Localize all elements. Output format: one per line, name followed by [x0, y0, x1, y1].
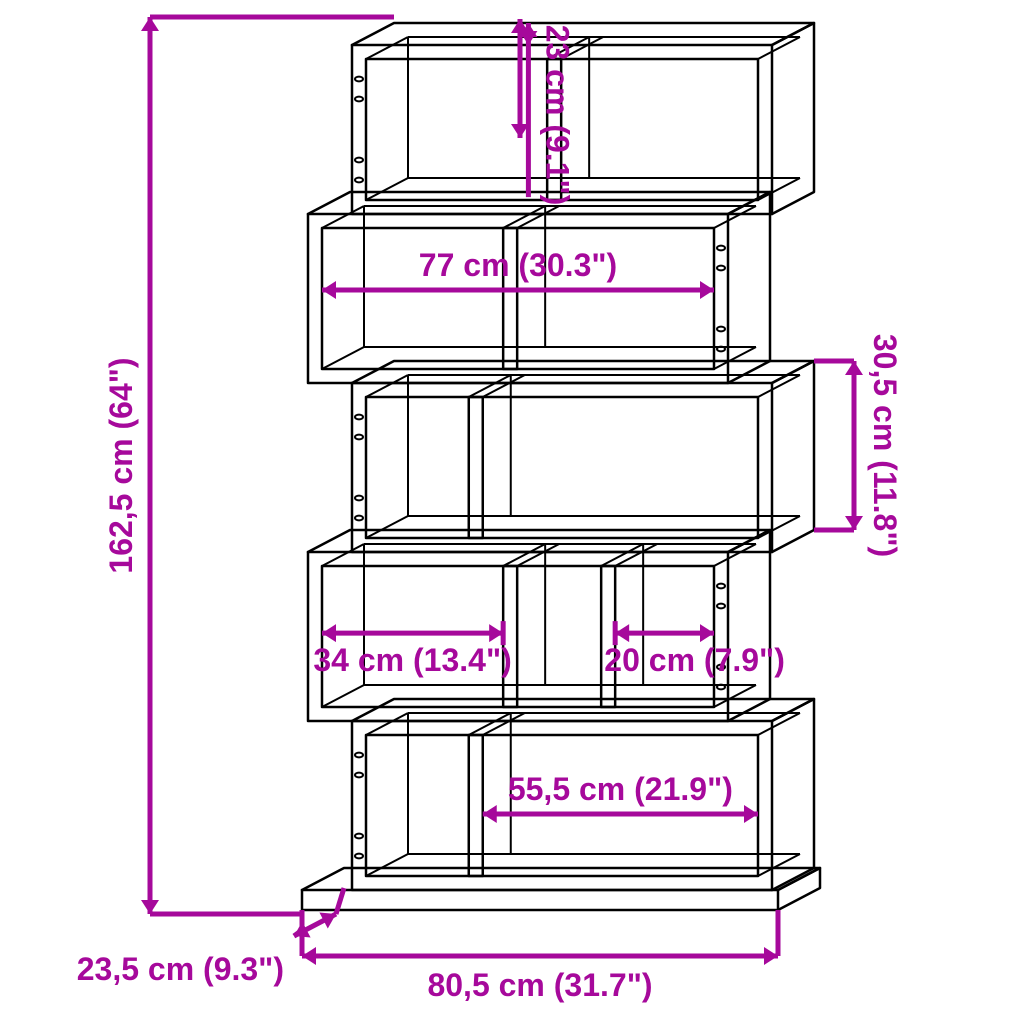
svg-text:30,5 cm (11.8"): 30,5 cm (11.8") — [867, 334, 903, 557]
svg-text:162,5 cm (64"): 162,5 cm (64") — [103, 357, 139, 573]
svg-text:23 cm (9.1"): 23 cm (9.1") — [539, 25, 575, 206]
svg-text:20 cm (7.9"): 20 cm (7.9") — [604, 642, 785, 678]
svg-text:77 cm (30.3"): 77 cm (30.3") — [419, 247, 617, 283]
svg-text:80,5 cm (31.7"): 80,5 cm (31.7") — [427, 967, 652, 1003]
svg-text:55,5 cm (21.9"): 55,5 cm (21.9") — [508, 771, 733, 807]
svg-text:23,5 cm (9.3"): 23,5 cm (9.3") — [77, 951, 284, 987]
svg-text:34 cm (13.4"): 34 cm (13.4") — [313, 642, 511, 678]
